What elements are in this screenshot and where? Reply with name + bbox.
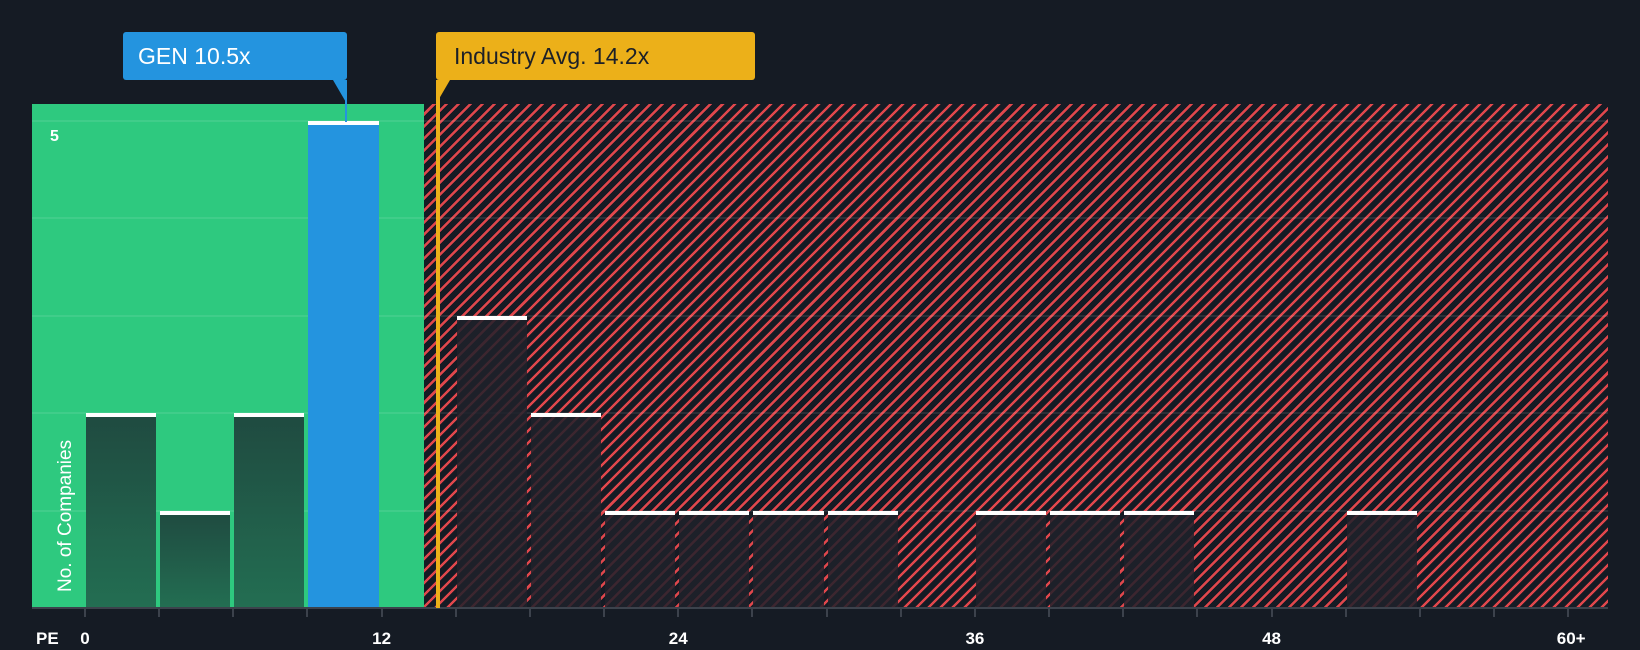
x-tick bbox=[825, 609, 828, 617]
gen-callout: GEN 10.5x bbox=[123, 32, 347, 80]
x-tick bbox=[899, 609, 902, 617]
bar-cap bbox=[530, 413, 602, 417]
y-axis-title: No. of Companies bbox=[55, 439, 76, 592]
x-tick bbox=[158, 609, 161, 617]
histogram-bar bbox=[975, 510, 1047, 608]
bar-cap bbox=[1050, 510, 1121, 515]
x-tick bbox=[306, 609, 309, 617]
x-tick-label: 12 bbox=[372, 629, 392, 648]
bar-cap bbox=[308, 120, 379, 125]
histogram-bar bbox=[234, 413, 305, 608]
x-tick bbox=[84, 609, 86, 617]
bar-cap bbox=[160, 510, 231, 515]
industry-callout-pointer bbox=[436, 80, 450, 104]
x-tick-label: 24 bbox=[668, 629, 688, 648]
bar-cap bbox=[1346, 510, 1417, 515]
x-tick bbox=[1493, 609, 1496, 617]
industry-avg-line bbox=[436, 80, 440, 608]
bar-cap bbox=[234, 413, 305, 417]
x-tick-label: 36 bbox=[965, 629, 985, 648]
x-tick-label: 60+ bbox=[1556, 629, 1586, 648]
bar-cap bbox=[827, 510, 898, 515]
y-tick-label-5: 5 bbox=[50, 128, 59, 145]
x-tick bbox=[1122, 609, 1125, 617]
gridline bbox=[32, 217, 1608, 219]
x-tick bbox=[1418, 609, 1421, 617]
x-tick bbox=[1270, 609, 1273, 617]
plot-area bbox=[32, 104, 1608, 608]
histogram-bar bbox=[827, 510, 898, 608]
x-tick bbox=[232, 609, 235, 617]
histogram-bar bbox=[530, 413, 602, 608]
histogram-bar bbox=[1346, 510, 1417, 608]
x-tick-label: 48 bbox=[1262, 629, 1282, 648]
bar-cap bbox=[456, 315, 527, 320]
histogram-bar bbox=[753, 510, 824, 608]
histogram-bar bbox=[1050, 510, 1121, 608]
x-tick bbox=[603, 609, 606, 617]
industry-avg-callout: Industry Avg. 14.2x bbox=[436, 32, 755, 80]
x-axis-title: PE bbox=[36, 629, 59, 648]
x-tick bbox=[380, 609, 383, 617]
bar-cap bbox=[753, 510, 824, 515]
x-tick bbox=[454, 609, 457, 617]
histogram-bar bbox=[456, 315, 527, 608]
bar-cap bbox=[86, 413, 157, 417]
histogram-bar bbox=[1124, 510, 1195, 608]
histogram-bar bbox=[605, 510, 676, 608]
x-tick bbox=[973, 609, 976, 617]
x-tick bbox=[1344, 609, 1347, 617]
x-tick bbox=[1048, 609, 1051, 617]
gen-bar bbox=[308, 120, 379, 608]
bar-cap bbox=[679, 510, 750, 515]
x-tick bbox=[677, 609, 680, 617]
bar-cap bbox=[605, 510, 676, 515]
bar-cap bbox=[975, 510, 1047, 515]
bar-cap bbox=[1124, 510, 1195, 515]
gridline bbox=[32, 412, 1608, 414]
gridline bbox=[32, 314, 1608, 317]
x-tick-label: 0 bbox=[80, 629, 90, 648]
gridline bbox=[32, 119, 1608, 122]
gen-callout-pointer bbox=[333, 80, 347, 104]
x-axis-line bbox=[32, 607, 1608, 609]
histogram-bar bbox=[86, 413, 157, 608]
histogram-bar bbox=[160, 510, 231, 608]
histogram-bar bbox=[679, 510, 750, 608]
x-tick bbox=[528, 609, 531, 617]
x-tick bbox=[751, 609, 754, 617]
x-tick bbox=[1567, 609, 1570, 617]
x-tick bbox=[1196, 609, 1199, 617]
